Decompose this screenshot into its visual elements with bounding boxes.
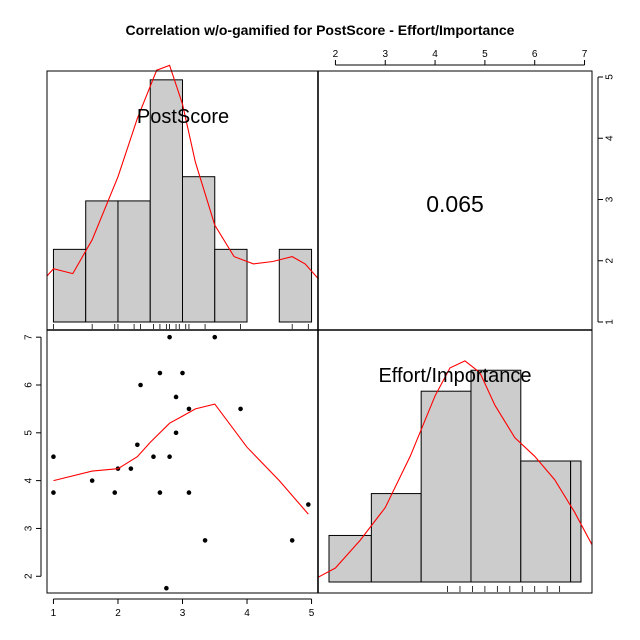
bottom-axis-tick-label: 2 (115, 608, 121, 619)
scatter-point (238, 406, 243, 412)
effort-hist-bar (370, 493, 422, 583)
left-axis-tick-label: 7 (24, 334, 35, 340)
top-axis-effort: 2 3 4 5 6 7 (333, 49, 588, 66)
bottom-axis-tick-label: 5 (309, 608, 315, 619)
postscore-hist-bar (214, 248, 248, 323)
right-axis-tick-label: 3 (605, 196, 616, 202)
scatter-point (157, 490, 163, 495)
scatter-point (151, 454, 156, 460)
left-axis-tick-label: 2 (24, 573, 35, 579)
scatter-point (51, 490, 56, 495)
panel-effort-histogram (317, 360, 593, 592)
correlation-value: 0.065 (426, 191, 484, 217)
scatter-point (138, 382, 143, 388)
bottom-axis-postscore: 1 2 3 4 5 (51, 598, 315, 619)
postscore-hist-bar (182, 176, 216, 323)
postscore-hist-bar (117, 200, 151, 323)
left-axis-tick-label: 5 (24, 430, 35, 436)
left-axis-tick-label: 3 (24, 525, 35, 531)
top-axis-tick-label: 7 (582, 49, 588, 60)
top-axis-tick-label: 6 (532, 49, 538, 60)
top-axis-tick-label: 5 (482, 49, 488, 60)
panel-frames (46, 70, 593, 594)
scatter-point (186, 406, 192, 412)
scatter-point (186, 490, 192, 495)
left-axis-effort: 2 3 4 5 6 7 (24, 334, 42, 579)
effort-hist-bar (420, 390, 472, 583)
effort-hist-bar (328, 534, 372, 583)
top-axis-tick-label: 2 (333, 49, 339, 60)
right-axis-tick-label: 2 (605, 258, 616, 264)
scatter-point (180, 370, 185, 376)
postscore-hist-bar (85, 200, 119, 323)
scatter-point (289, 538, 295, 543)
right-axis-tick-label: 4 (605, 135, 616, 141)
top-axis-tick-label: 3 (382, 49, 388, 60)
scatter-point (173, 394, 179, 400)
scatter-point (212, 334, 218, 340)
postscore-hist-bar (278, 248, 313, 323)
effort-density-curve (317, 360, 593, 578)
right-axis-tick-label: 1 (605, 319, 616, 325)
scatter-point (306, 502, 311, 507)
effort-hist-bar (520, 460, 572, 583)
effort-hist-bar (570, 460, 582, 583)
right-axis-histogram-scale: 1 2 3 4 5 (597, 74, 616, 325)
scatter-point (128, 466, 134, 471)
chart-title: Correlation w/o-gamified for PostScore -… (126, 22, 515, 38)
panel-correlation: 0.065 (426, 191, 484, 217)
scatter-point (173, 430, 179, 436)
scatter-point (135, 442, 140, 448)
scatter-point (167, 334, 172, 340)
postscore-hist-bar (149, 79, 184, 323)
top-axis-tick-label: 4 (432, 49, 438, 60)
effort-diagonal-label: Effort/Importance (378, 365, 531, 387)
postscore-diagonal-label: PostScore (137, 106, 229, 128)
scatter-point (157, 370, 163, 376)
scatter-point (112, 490, 118, 495)
scatter-point (164, 585, 169, 591)
postscore-density-curve (46, 64, 319, 279)
left-axis-tick-label: 4 (24, 477, 35, 483)
scatter-smoother-line (53, 403, 309, 515)
effort-hist-bar (470, 369, 522, 583)
bottom-axis-tick-label: 3 (180, 608, 186, 619)
panel-postscore-histogram (46, 64, 319, 329)
scatter-point (202, 538, 208, 543)
scatter-point (51, 454, 56, 460)
right-axis-tick-label: 5 (605, 74, 616, 80)
scatter-point (167, 454, 172, 460)
panel-scatter (51, 334, 311, 591)
scatter-point (89, 478, 95, 483)
left-axis-tick-label: 6 (24, 382, 35, 388)
bottom-axis-tick-label: 1 (51, 608, 57, 619)
outer-frame (46, 70, 593, 594)
bottom-axis-tick-label: 4 (244, 608, 250, 619)
